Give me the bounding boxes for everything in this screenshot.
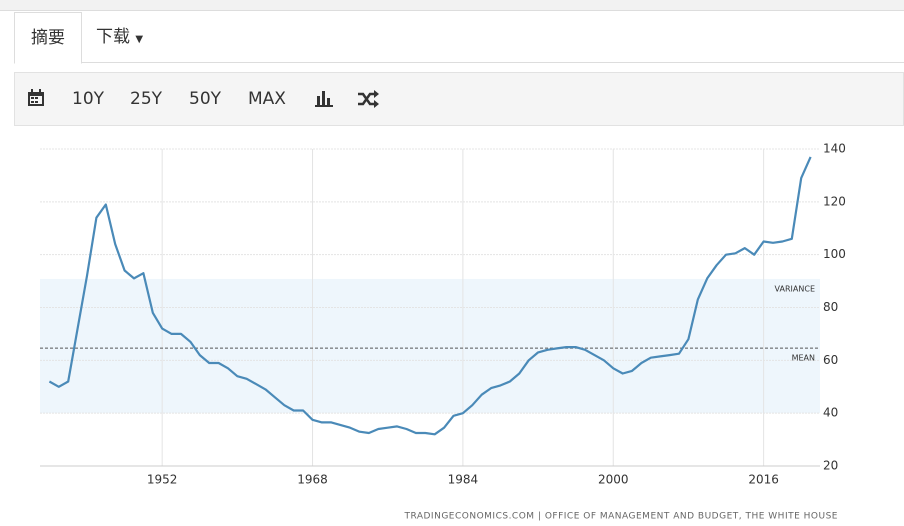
- y-tick-label: 140: [823, 142, 846, 156]
- tab-label[interactable]: 下载: [96, 27, 130, 47]
- range-button[interactable]: 50Y: [189, 89, 222, 109]
- y-tick-label: 20: [823, 459, 838, 473]
- x-tick-label: 1968: [297, 473, 328, 487]
- range-button[interactable]: MAX: [248, 89, 286, 109]
- series-line: [48, 156, 812, 436]
- variance-label: VARIANCE: [775, 284, 815, 293]
- tab[interactable]: 下载 ▼: [96, 27, 144, 47]
- bar-chart-icon[interactable]: [315, 90, 333, 108]
- tab-bar: 摘要 下载 ▼: [14, 12, 904, 64]
- x-tick-label: 2000: [598, 473, 629, 487]
- range-button[interactable]: 10Y: [72, 89, 105, 109]
- y-tick-label: 60: [823, 353, 838, 367]
- mean-label: MEAN: [792, 354, 815, 363]
- source-note: TRADINGECONOMICS.COM | OFFICE OF MANAGEM…: [403, 512, 838, 522]
- x-tick-label: 2016: [748, 473, 779, 487]
- variance-band: [40, 278, 820, 414]
- y-tick-label: 100: [823, 247, 846, 261]
- y-tick-label: 80: [823, 300, 838, 314]
- y-tick-label: 40: [823, 406, 838, 420]
- x-tick-label: 1952: [147, 473, 178, 487]
- x-tick-label: 1984: [448, 473, 479, 487]
- range-button[interactable]: 25Y: [130, 89, 163, 109]
- tab[interactable]: 摘要: [14, 12, 82, 64]
- calendar-icon[interactable]: [27, 89, 45, 107]
- top-bar: [0, 0, 904, 11]
- y-tick-label: 120: [823, 194, 846, 208]
- shuffle-icon[interactable]: [357, 90, 379, 108]
